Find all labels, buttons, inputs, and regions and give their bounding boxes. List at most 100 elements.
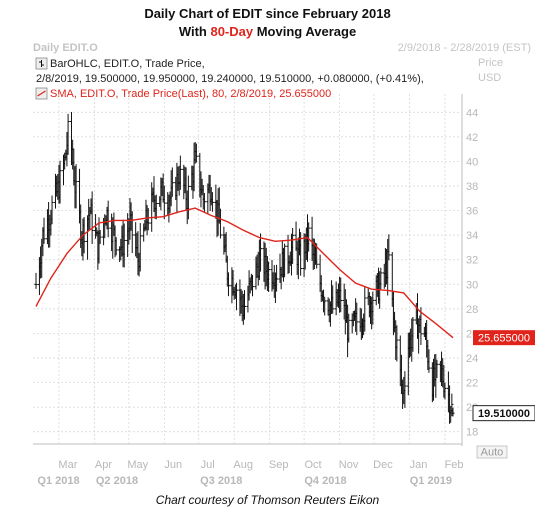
x-month-label: Dec: [373, 459, 393, 471]
ohlc-bar: [371, 291, 375, 325]
ohlc-bar: [427, 349, 431, 373]
currency-label: USD: [478, 72, 501, 84]
ohlc-bar: [146, 208, 150, 231]
x-quarter-label: Q3 2018: [200, 475, 242, 487]
ohlc-bar: [234, 282, 239, 311]
instrument-label: Daily EDIT.O: [33, 42, 98, 54]
ohlc-bar: [363, 286, 367, 332]
y-tick-label: 32: [466, 255, 478, 267]
date-range-label: 2/9/2018 - 2/28/2019 (EST): [398, 42, 531, 54]
ohlc-bar: [50, 195, 54, 225]
ohlc-bar: [186, 175, 190, 220]
x-month-label: Sep: [269, 459, 289, 471]
y-tick-label: 44: [466, 107, 478, 119]
y-tick-label: 22: [466, 378, 478, 390]
x-month-label: Apr: [95, 459, 112, 471]
last-price-badge: 19.510000: [472, 405, 535, 422]
ohlc-bar: [323, 296, 327, 316]
ohlc-bar: [419, 307, 423, 345]
ohlc-legend-values: 2/8/2019, 19.500000, 19.950000, 19.24000…: [36, 73, 424, 85]
y-tick-label: 34: [466, 230, 478, 242]
ohlc-bar: [339, 277, 343, 313]
ohlc-bar: [258, 233, 263, 272]
ohlc-bar: [154, 194, 158, 220]
chart-subtitle: With 80-Day Moving Average: [0, 24, 535, 39]
ohlc-bar: [411, 317, 415, 352]
x-month-label: Jul: [201, 459, 215, 471]
x-quarter-label: Q4 2018: [304, 475, 346, 487]
y-tick-label: 28: [466, 304, 478, 316]
chart-credit: Chart courtesy of Thomson Reuters Eikon: [155, 493, 380, 507]
ohlc-bar: [114, 237, 118, 256]
ohlc-bar: [435, 359, 439, 379]
ohlc-bar: [266, 261, 271, 292]
price-axis-label: Price: [478, 57, 503, 69]
ohlc-bar: [66, 113, 70, 155]
ohlc-bar: [450, 393, 454, 417]
ohlc-bar: [307, 222, 311, 252]
x-quarter-label: Q2 2018: [96, 475, 138, 487]
ohlc-bar: [74, 164, 78, 209]
y-tick-label: 40: [466, 156, 478, 168]
x-month-label: Jun: [164, 459, 182, 471]
sma-legend-label: SMA, EDIT.O, Trade Price(Last), 80, 2/8/…: [50, 88, 331, 100]
ohlc-bar: [90, 191, 94, 245]
x-month-label: Mar: [58, 459, 77, 471]
ohlc-bar: [331, 285, 335, 314]
ohlc-bar: [242, 290, 247, 320]
ohlc-bar: [82, 217, 86, 254]
ohlc-bar: [226, 272, 231, 297]
ohlc-bar: [282, 243, 287, 278]
ohlc-legend-label: BarOHLC, EDIT.O, Trade Price,: [50, 58, 205, 70]
last-price-text: 19.510000: [478, 408, 530, 420]
chart-grid: [33, 94, 463, 446]
ohlc-bar: [170, 167, 174, 197]
chart-title: Daily Chart of EDIT since February 2018: [144, 6, 391, 21]
subtitle-suffix: Moving Average: [253, 24, 357, 39]
ohlc-bar: [443, 382, 447, 400]
sma-value-text: 25.655000: [478, 333, 530, 345]
y-tick-label: 38: [466, 181, 478, 193]
auto-scale-button[interactable]: Auto: [476, 445, 508, 459]
ohlc-bar: [379, 267, 383, 290]
ohlc-bar: [98, 229, 102, 244]
sma-legend-icon[interactable]: [35, 87, 48, 100]
ohlc-bar: [403, 371, 407, 408]
x-month-label: Oct: [305, 459, 322, 471]
ohlc-bar: [34, 272, 38, 289]
ohlc-bar: [347, 313, 351, 343]
ohlc-bar: [162, 185, 166, 220]
sma-80-line: [35, 207, 454, 339]
ohlc-bar: [210, 192, 215, 212]
y-tick-label: 24: [466, 353, 478, 365]
y-tick-label: 18: [466, 427, 478, 439]
ohlc-bar: [130, 211, 134, 253]
ohlc-bar: [138, 222, 142, 272]
ohlc-bar: [355, 302, 359, 336]
ohlc-bar: [122, 223, 126, 268]
x-month-label: Jan: [410, 459, 428, 471]
ohlc-bar: [395, 325, 399, 362]
ohlc-bar: [451, 407, 455, 417]
ohlc-bar: [274, 264, 279, 292]
ohlc-bar: [218, 208, 223, 239]
y-tick-label: 30: [466, 279, 478, 291]
ohlc-legend-icon[interactable]: [35, 57, 48, 70]
ohlc-bars: [34, 112, 455, 424]
ohlc-bar: [106, 200, 110, 238]
ohlc-bar: [194, 143, 198, 163]
ohlc-bar: [42, 217, 46, 244]
sma-value-badge: 25.655000: [473, 330, 535, 346]
ohlc-bar: [387, 234, 391, 261]
ohlc-bar: [58, 160, 62, 204]
x-quarter-label: Q1 2018: [37, 475, 79, 487]
ohlc-bar: [291, 227, 295, 265]
x-month-label: May: [127, 459, 148, 471]
ohlc-bar: [202, 192, 207, 213]
subtitle-highlight: 80-Day: [210, 24, 254, 39]
auto-scale-label: Auto: [481, 447, 504, 459]
x-axis: Mar Apr May Jun Jul Aug Sep Oct Nov Dec Jan Feb Q1 2…: [37, 459, 463, 487]
x-month-label: Feb: [444, 459, 463, 471]
